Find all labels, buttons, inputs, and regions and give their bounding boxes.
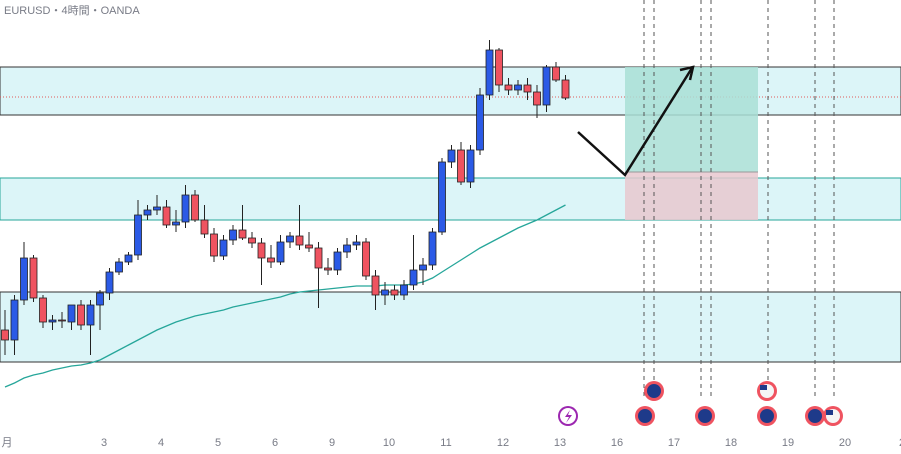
zone	[0, 66, 901, 116]
zone	[0, 291, 901, 363]
moving-average	[4, 204, 566, 388]
candle-body	[381, 289, 389, 296]
candle-body	[238, 229, 247, 239]
candle-body	[428, 231, 437, 266]
candle-body	[257, 242, 266, 259]
x-tick-label: 4	[158, 437, 164, 449]
x-tick-label: 13	[554, 437, 566, 449]
event-lines	[643, 0, 835, 400]
candle-body	[210, 233, 218, 257]
candle-body	[172, 221, 180, 226]
candle-body	[495, 49, 503, 86]
candle-body	[286, 235, 294, 243]
candle-body	[476, 94, 484, 151]
candle-body	[409, 269, 418, 286]
candle-body	[314, 247, 323, 269]
candle-body	[295, 235, 304, 246]
x-tick-label: 16	[611, 437, 623, 449]
x-tick-label: 17	[668, 437, 680, 449]
candle-body	[552, 66, 560, 81]
candle-body	[219, 239, 228, 257]
candle-body	[561, 79, 570, 99]
candle-body	[533, 91, 541, 106]
candle-body	[115, 261, 123, 273]
event-icons	[558, 381, 843, 426]
x-tick-label: 9	[329, 437, 335, 449]
candle-body	[276, 241, 285, 263]
candle-body	[20, 257, 28, 301]
zones	[0, 66, 901, 363]
x-tick-label: 2	[899, 437, 901, 449]
candle-body	[181, 194, 190, 223]
candle-body	[134, 214, 142, 256]
candle-body	[29, 257, 38, 299]
x-tick-label: 3	[101, 437, 107, 449]
chart-title: EURUSD・4時間・OANDA	[4, 4, 140, 17]
candle-body	[191, 194, 199, 221]
candle-body	[77, 304, 85, 326]
candle-body	[200, 219, 209, 235]
candle-body	[305, 244, 313, 249]
candle-body	[229, 229, 237, 241]
candle-body	[96, 292, 104, 306]
x-tick-label: 12	[497, 437, 509, 449]
candle-body	[48, 319, 57, 323]
candle-body	[67, 304, 76, 323]
candle-body	[542, 66, 551, 106]
candle-body	[143, 209, 152, 216]
target-area	[625, 67, 758, 172]
arrow-head	[679, 65, 695, 81]
x-tick-label: 20	[839, 437, 851, 449]
x-tick-label: 19	[782, 437, 794, 449]
stop-area	[625, 172, 758, 220]
x-tick-label: 月	[2, 437, 13, 449]
position-tool	[625, 67, 758, 220]
candle-body	[105, 271, 114, 294]
candle-body	[324, 267, 332, 271]
candle-body	[162, 206, 171, 226]
candle-body	[10, 299, 19, 341]
candle-body	[514, 84, 522, 91]
candle-body	[352, 241, 361, 246]
candle-body	[86, 304, 95, 326]
x-tick-label: 18	[725, 437, 737, 449]
candle-body	[343, 244, 351, 253]
candle-body	[248, 237, 256, 244]
candle-body	[39, 297, 47, 323]
candle-body	[267, 257, 275, 263]
candle-body	[390, 289, 399, 296]
candle-body	[466, 149, 475, 183]
forecast-arrow	[577, 67, 694, 177]
candle-body	[419, 264, 427, 271]
zone	[0, 177, 901, 221]
candle-body	[457, 149, 465, 183]
candle-body	[400, 284, 408, 296]
candle-body	[362, 241, 370, 277]
plot	[1, 40, 570, 388]
candle-body	[153, 206, 161, 211]
x-tick-label: 11	[440, 437, 451, 449]
candle-body	[438, 161, 446, 233]
x-tick-label: 10	[383, 437, 395, 449]
candle-body	[333, 251, 342, 271]
candle-body	[124, 254, 133, 263]
candle-body	[371, 275, 380, 296]
x-tick-label: 5	[215, 437, 221, 449]
candle-body	[58, 319, 66, 322]
candle-body	[523, 84, 532, 93]
candle-body	[1, 329, 9, 341]
candle-body	[504, 84, 513, 91]
candle-body	[447, 149, 456, 163]
candle-body	[485, 49, 494, 96]
x-tick-label: 6	[272, 437, 278, 449]
